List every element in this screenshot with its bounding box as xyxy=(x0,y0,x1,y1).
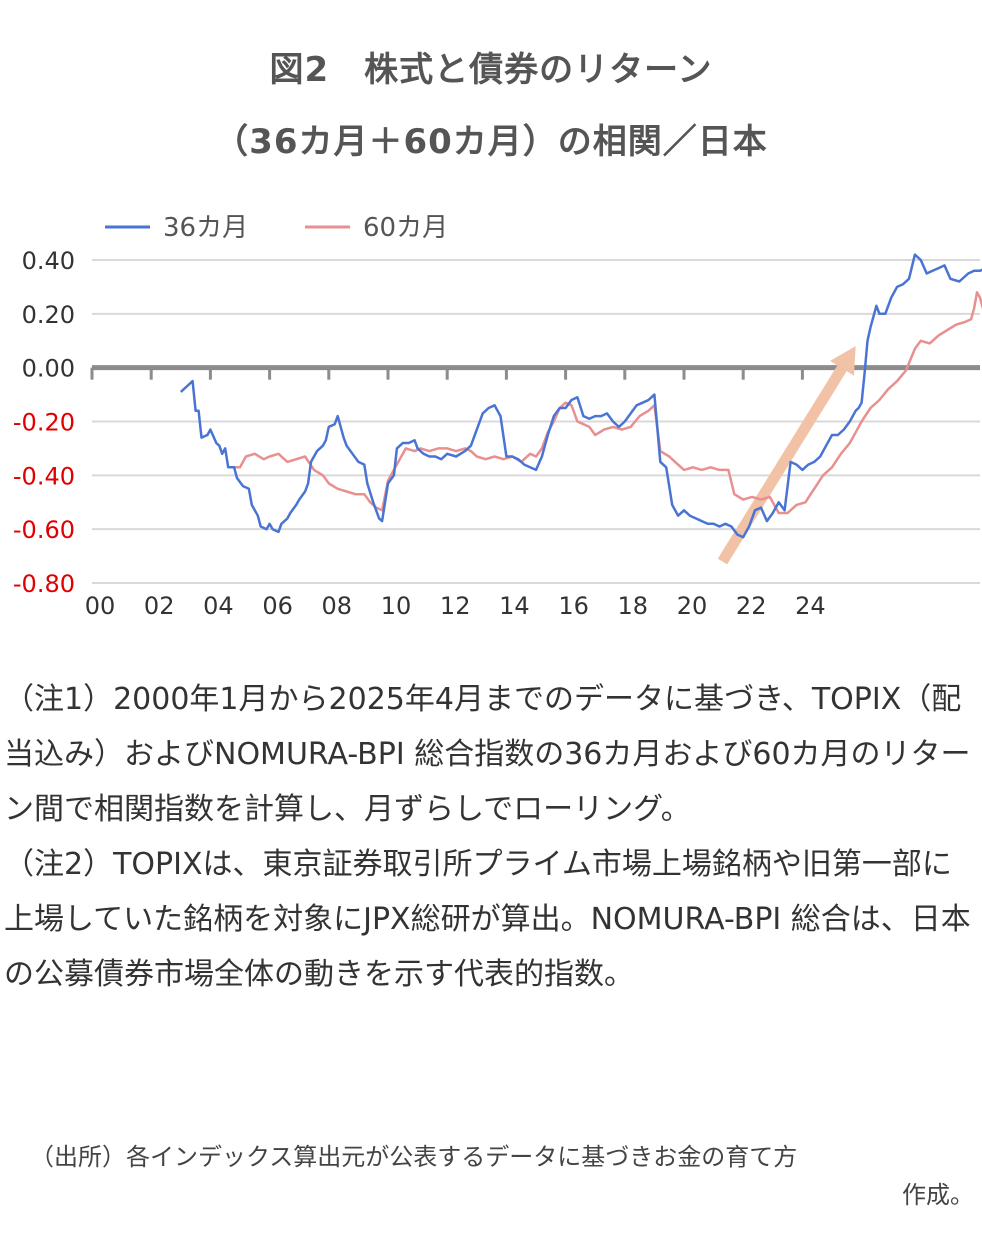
notes: （注1）2000年1月から2025年4月までのデータに基づき、TOPIX（配当込… xyxy=(4,672,974,1002)
series-line xyxy=(179,253,982,539)
x-tick-label: 00 xyxy=(85,592,116,620)
legend-label: 36カ月 xyxy=(163,213,248,243)
trend-arrow-shaft xyxy=(717,365,847,565)
y-tick-label: -0.40 xyxy=(13,462,75,490)
source-line-1: （出所）各インデックス算出元が公表するデータに基づきお金の育て方 xyxy=(30,1143,798,1171)
trend-arrow-head xyxy=(830,346,856,376)
x-tick-label: 20 xyxy=(677,592,708,620)
x-tick-label: 24 xyxy=(795,592,826,620)
x-tick-label: 22 xyxy=(736,592,767,620)
series-line xyxy=(234,291,982,515)
x-tick-label: 14 xyxy=(499,592,530,620)
chart-title-line2: （36カ月＋60カ月）の相関／日本 xyxy=(214,122,768,162)
x-tick-label: 08 xyxy=(322,592,353,620)
y-tick-label: -0.80 xyxy=(13,570,75,598)
source-line-2: 作成。 xyxy=(902,1181,974,1209)
legend-label: 60カ月 xyxy=(363,213,448,243)
note-2: （注2）TOPIXは、東京証券取引所プライム市場上場銘柄や旧第一部に上場していた… xyxy=(4,847,971,992)
x-tick-label: 04 xyxy=(203,592,234,620)
y-tick-label: -0.20 xyxy=(13,409,75,437)
x-tick-label: 10 xyxy=(381,592,412,620)
y-tick-label: 0.40 xyxy=(22,247,75,275)
correlation-line-chart: 0.40 0.20 0.00 -0.20 -0.40 -0.60 -0.80 00 02 04 06… xyxy=(13,213,982,620)
x-tick-label: 12 xyxy=(440,592,471,620)
chart-title-line1: 図2 株式と債券のリターン xyxy=(269,50,713,90)
y-tick-label: 0.00 xyxy=(22,355,75,383)
x-tick-label: 18 xyxy=(618,592,649,620)
x-tick-label: 02 xyxy=(144,592,175,620)
y-tick-label: -0.60 xyxy=(13,516,75,544)
x-tick-label: 16 xyxy=(558,592,589,620)
note-1: （注1）2000年1月から2025年4月までのデータに基づき、TOPIX（配当込… xyxy=(4,682,971,827)
y-tick-label: 0.20 xyxy=(22,301,75,329)
x-tick-label: 06 xyxy=(262,592,293,620)
source: （出所）各インデックス算出元が公表するデータに基づきお金の育て方 作成。 xyxy=(30,1138,974,1214)
